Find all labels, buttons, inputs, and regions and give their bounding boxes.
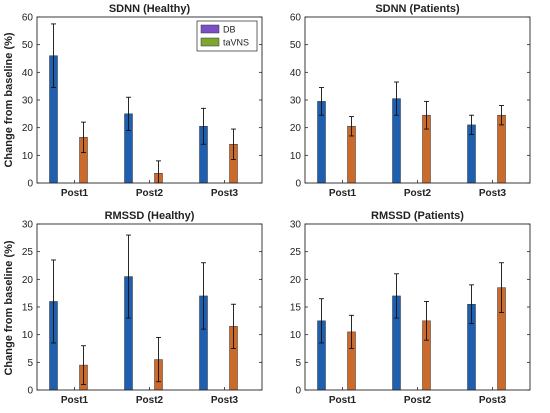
y-tick-label: 30 xyxy=(290,220,302,231)
y-tick-label: 10 xyxy=(22,151,34,162)
y-tick-label: 15 xyxy=(22,303,34,314)
x-tick-label: Post3 xyxy=(479,188,507,199)
x-tick-label: Post2 xyxy=(404,395,432,406)
x-tick-label: Post2 xyxy=(136,395,164,406)
y-tick-label: 50 xyxy=(290,40,302,51)
y-tick-label: 60 xyxy=(290,13,302,24)
x-tick-label: Post1 xyxy=(61,395,89,406)
y-tick-label: 50 xyxy=(22,40,34,51)
panel-rmssd-patients: RMSSD (Patients) 0 5 10 15 20 25 30 Post1 Post2 Po… xyxy=(290,210,531,406)
x-tick-label: Post1 xyxy=(61,188,89,199)
x-tick-label: Post3 xyxy=(211,188,239,199)
y-tick-label: 40 xyxy=(22,68,34,79)
y-tick-label: 30 xyxy=(290,96,302,107)
x-tick-label: Post2 xyxy=(136,188,164,199)
ylabel-top: Change from baseline (%) xyxy=(3,32,15,167)
x-tick-label: Post1 xyxy=(329,395,357,406)
panel-title: SDNN (Patients) xyxy=(375,3,460,15)
y-tick-label: 25 xyxy=(22,247,34,258)
ylabel-bottom: Change from baseline (%) xyxy=(3,240,15,375)
y-tick-label: 20 xyxy=(22,275,34,286)
y-tick-label: 10 xyxy=(22,330,34,341)
y-tick-label: 15 xyxy=(290,303,302,314)
y-tick-label: 20 xyxy=(290,275,302,286)
y-tick-label: 30 xyxy=(22,96,34,107)
y-tick-label: 10 xyxy=(290,330,302,341)
bar-tavns-post3 xyxy=(497,114,506,184)
y-tick-label: 5 xyxy=(295,358,301,369)
y-tick-label: 30 xyxy=(22,220,34,231)
axes-box xyxy=(304,223,531,391)
y-tick-label: 60 xyxy=(22,13,34,24)
y-tick-label: 25 xyxy=(290,247,302,258)
y-tick-label: 0 xyxy=(27,179,33,190)
panel-title: RMSSD (Patients) xyxy=(371,210,464,222)
y-tick-label: 0 xyxy=(27,386,33,397)
y-tick-label: 0 xyxy=(295,179,301,190)
axes-box xyxy=(36,223,263,391)
panel-sdnn-patients: SDNN (Patients) 0 10 20 30 40 50 60 Post1 Post2 Po… xyxy=(290,3,531,199)
legend-label-db: DB xyxy=(223,25,236,35)
y-tick-label: 20 xyxy=(290,123,302,134)
panel-title: RMSSD (Healthy) xyxy=(105,210,195,222)
x-tick-label: Post3 xyxy=(211,395,239,406)
axes-box xyxy=(304,16,531,184)
y-tick-label: 20 xyxy=(22,123,34,134)
legend-label-tavns: taVNS xyxy=(223,38,249,48)
x-tick-label: Post1 xyxy=(329,188,357,199)
x-tick-label: Post3 xyxy=(479,395,507,406)
legend-swatch-tavns xyxy=(200,37,220,47)
y-tick-label: 5 xyxy=(27,358,33,369)
y-tick-label: 40 xyxy=(290,68,302,79)
panel-title: SDNN (Healthy) xyxy=(109,3,191,15)
legend: DB taVNS xyxy=(196,20,258,52)
legend-swatch-db xyxy=(200,24,220,34)
y-tick-label: 10 xyxy=(290,151,302,162)
panel-sdnn-healthy: SDNN (Healthy) 0 10 20 30 40 50 60 Post1 Post2 Pos… xyxy=(22,3,263,199)
y-tick-label: 0 xyxy=(295,386,301,397)
panel-rmssd-healthy: RMSSD (Healthy) 0 5 10 15 20 25 30 Post1 Post2 Pos… xyxy=(22,210,263,406)
axes-box xyxy=(36,16,263,184)
x-tick-label: Post2 xyxy=(404,188,432,199)
